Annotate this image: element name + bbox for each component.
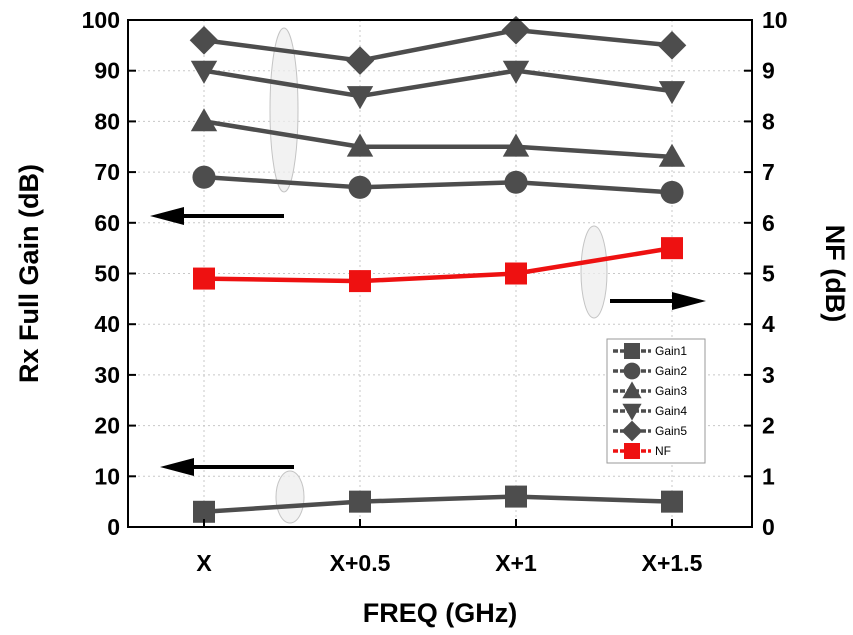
x-tick-label: X [196,550,212,576]
legend-marker-gain3 [622,381,642,399]
arrow-left-upper [150,207,284,225]
y-tick-label-left: 40 [94,311,120,337]
point-nf [661,237,683,260]
y-tick-label-right: 2 [762,413,775,439]
point-nf [349,270,371,293]
point-nf [505,262,527,285]
y-tick-label-right: 0 [762,514,775,540]
y-tick-label-right: 6 [762,210,775,236]
series-line-gain4 [203,68,673,99]
legend-item-gain1: Gain1 [613,343,687,359]
point-gain2 [348,175,372,199]
legend-item-gain5: Gain5 [613,420,687,442]
y-axis-title-right: NF (dB) [820,225,850,322]
y-tick-label-left: 70 [94,159,120,185]
axis-arrows [150,207,706,476]
x-tick-label: X+1.5 [642,550,703,576]
x-tick-label: X+0.5 [330,550,391,576]
arrow-left-upper-head [150,207,184,225]
y-tick-label-left: 90 [94,58,120,84]
legend-label-gain3: Gain3 [655,384,687,398]
series-line-nf [203,245,673,284]
y-tick-label-right: 7 [762,159,775,185]
series-gain1 [193,485,683,523]
series-line-gain3 [203,119,673,160]
arrow-left-lower-head [160,458,194,476]
y-tick-label-left: 60 [94,210,120,236]
point-gain5 [657,31,687,60]
group-ellipse [269,27,299,193]
point-gain4 [658,81,686,105]
point-gain5 [345,46,375,75]
y-tick-label-left: 50 [94,261,120,287]
point-gain1 [661,490,683,513]
y-tick-label-right: 4 [762,311,775,337]
legend-label-gain5: Gain5 [655,424,687,438]
y-tick-label-right: 3 [762,362,775,388]
point-gain2 [192,165,216,189]
legend-item-gain3: Gain3 [613,381,687,399]
point-gain1 [349,490,371,513]
y-tick-label-left: 20 [94,413,120,439]
y-tick-label-right: 8 [762,108,775,134]
series-gain3 [190,108,686,167]
series-line-gain1 [203,494,673,515]
point-gain3 [658,143,686,167]
legend-item-gain2: Gain2 [613,362,687,380]
series-nf [193,237,683,293]
arrow-left-lower [160,458,294,476]
y-axis-title-left: Rx Full Gain (dB) [14,164,44,383]
legend: Gain1 Gain2 Gain3 Gain4 Gain5 NF [606,338,706,464]
group-ellipse [275,470,305,524]
series-gain2 [192,165,684,204]
y-tick-label-left: 0 [107,514,120,540]
y-tick-label-right: 9 [762,58,775,84]
y-tick-label-right: 1 [762,463,775,489]
point-gain2 [504,170,528,194]
point-gain3 [502,133,530,157]
legend-marker-gain1 [624,343,640,359]
point-gain4 [346,86,374,110]
axes: 0 10 20 30 40 50 60 70 80 90 100 0 1 2 3 4 5 6 7 8 9 10 X X+0.5… [82,7,788,576]
x-axis-title: FREQ (GHz) [363,598,518,628]
point-nf [193,267,215,290]
series-gain5 [189,15,687,75]
legend-label-gain1: Gain1 [655,344,687,358]
point-gain1 [505,485,527,508]
series-line-gain5 [203,27,673,63]
y-tick-label-left: 80 [94,108,120,134]
point-gain5 [501,15,531,45]
y-tick-label-left: 10 [94,463,120,489]
point-gain3 [190,108,218,132]
point-gain3 [346,133,374,157]
point-gain5 [189,25,219,55]
legend-label-gain2: Gain2 [655,364,687,378]
legend-label-nf: NF [655,444,671,458]
group-ellipses [269,27,608,524]
group-ellipse [580,225,608,319]
legend-item-nf: NF [613,443,671,459]
arrow-right-head [672,292,706,310]
x-tick-label: X+1 [495,550,537,576]
series-gain4 [190,60,686,110]
y-tick-label-left: 30 [94,362,120,388]
legend-box [606,338,706,464]
legend-marker-gain2 [623,362,641,380]
legend-marker-gain5 [621,420,643,442]
point-gain4 [190,60,218,84]
series-layer [189,15,687,523]
legend-item-gain4: Gain4 [613,403,687,421]
y-tick-label-right: 5 [762,261,775,287]
y-tick-label-right: 10 [762,7,788,33]
legend-label-gain4: Gain4 [655,404,687,418]
arrow-right [610,292,706,310]
series-line-gain2 [203,174,673,195]
point-gain4 [502,60,530,84]
point-gain1 [193,500,215,523]
legend-marker-nf [624,443,640,459]
legend-marker-gain4 [622,403,642,421]
y-tick-label-left: 100 [82,7,120,33]
point-gain2 [660,180,684,204]
